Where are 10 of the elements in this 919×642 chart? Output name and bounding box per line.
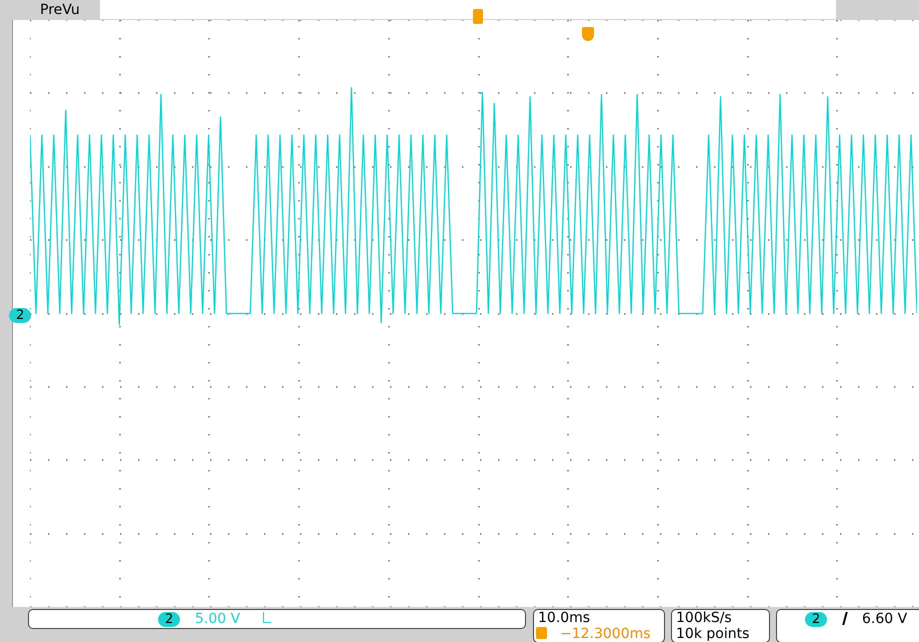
text: 100kS/s <box>676 610 732 626</box>
text: 10k points <box>676 626 750 642</box>
text: 2 <box>805 612 828 627</box>
text: 2 <box>158 612 180 627</box>
text: 5.00 V <box>195 611 240 627</box>
text: −12.3000ms <box>560 626 651 642</box>
text: 6.60 V <box>862 611 908 627</box>
channel-marker: 2 <box>9 307 32 323</box>
text: PreVu <box>40 2 80 18</box>
text: 10.0ms <box>538 610 590 626</box>
